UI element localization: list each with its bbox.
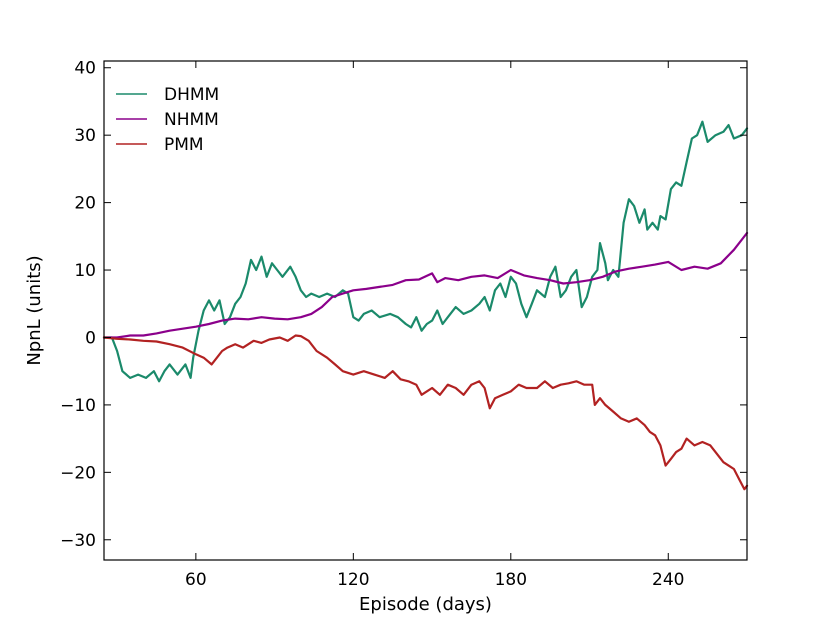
series-line-dhmm [102, 120, 749, 383]
series-line-pmm [102, 334, 749, 491]
legend-label-pmm: PMM [164, 135, 204, 155]
legend: DHMM NHMM PMM [116, 85, 219, 155]
x-tick-label: 240 [652, 570, 684, 590]
y-tick-label: 0 [85, 328, 96, 348]
plot-frame [103, 60, 748, 561]
series-lines [102, 120, 749, 491]
y-tick-label: −30 [60, 531, 96, 551]
y-tick-label: −20 [60, 463, 96, 483]
series-line-nhmm [102, 231, 749, 339]
y-axis-label: NpnL (units) [24, 255, 45, 365]
y-tick-label: 20 [74, 194, 96, 214]
x-axis-label: Episode (days) [359, 594, 492, 615]
y-tick-label: 10 [74, 261, 96, 281]
y-tick-label: −10 [60, 396, 96, 416]
x-tick-label: 60 [185, 570, 207, 590]
legend-label-dhmm: DHMM [164, 85, 219, 105]
tick-labels: 60 120 180 240 −30 −20 −10 0 10 20 30 40 [60, 59, 684, 590]
y-tick-label: 40 [74, 59, 96, 79]
legend-label-nhmm: NHMM [164, 110, 219, 130]
x-tick-label: 180 [495, 570, 527, 590]
y-tick-label: 30 [74, 126, 96, 146]
x-tick-label: 120 [337, 570, 369, 590]
axis-ticks [104, 61, 747, 560]
